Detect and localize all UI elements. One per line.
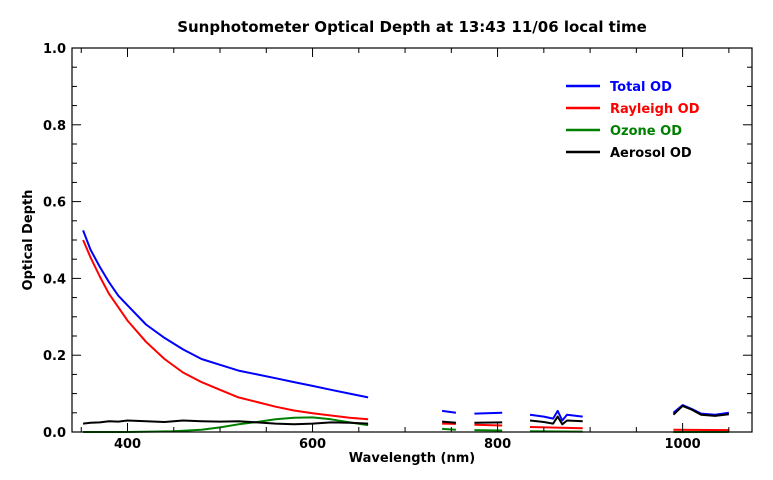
legend-label-aerosol-od: Aerosol OD — [610, 146, 692, 161]
y-axis-title: Optical Depth — [21, 190, 36, 291]
y-tick-label: 1.0 — [43, 42, 66, 57]
x-tick-label: 800 — [484, 437, 511, 452]
y-tick-label: 0.6 — [43, 196, 66, 211]
chart-title: Sunphotometer Optical Depth at 13:43 11/… — [177, 18, 647, 36]
plot-area — [82, 230, 730, 433]
series-line-aerosol-od — [442, 420, 456, 424]
y-tick-label: 0.2 — [43, 349, 66, 364]
series-line-total-od — [82, 230, 369, 399]
x-tick-label: 600 — [299, 437, 326, 452]
series-line-aerosol-od — [529, 415, 583, 426]
legend: Total OD Rayleigh OD Ozone OD Aerosol OD — [566, 80, 700, 161]
series-line-total-od — [529, 409, 583, 422]
x-tick-label: 400 — [114, 437, 141, 452]
series-line-ozone-od — [442, 427, 456, 431]
series-line-aerosol-od — [82, 419, 369, 426]
y-tick-label: 0.0 — [43, 426, 66, 441]
x-axis-title: Wavelength (nm) — [349, 451, 475, 466]
series-line-total-od — [474, 411, 503, 415]
series-line-aerosol-od — [672, 404, 730, 417]
series-line-rayleigh-od — [529, 426, 583, 430]
series-line-total-od — [441, 409, 457, 414]
legend-label-total-od: Total OD — [610, 80, 672, 95]
series-line-ozone-od — [83, 416, 369, 433]
y-tick-label: 0.4 — [43, 272, 66, 287]
legend-label-rayleigh-od: Rayleigh OD — [610, 102, 700, 117]
series-line-rayleigh-od — [82, 239, 369, 421]
axes: 400 600 800 1000 0.0 0.2 0.4 0.6 0.8 1.0 — [43, 42, 753, 452]
y-tick-label: 0.8 — [43, 119, 66, 134]
x-tick-label: 1000 — [665, 437, 701, 452]
legend-label-ozone-od: Ozone OD — [610, 124, 682, 139]
